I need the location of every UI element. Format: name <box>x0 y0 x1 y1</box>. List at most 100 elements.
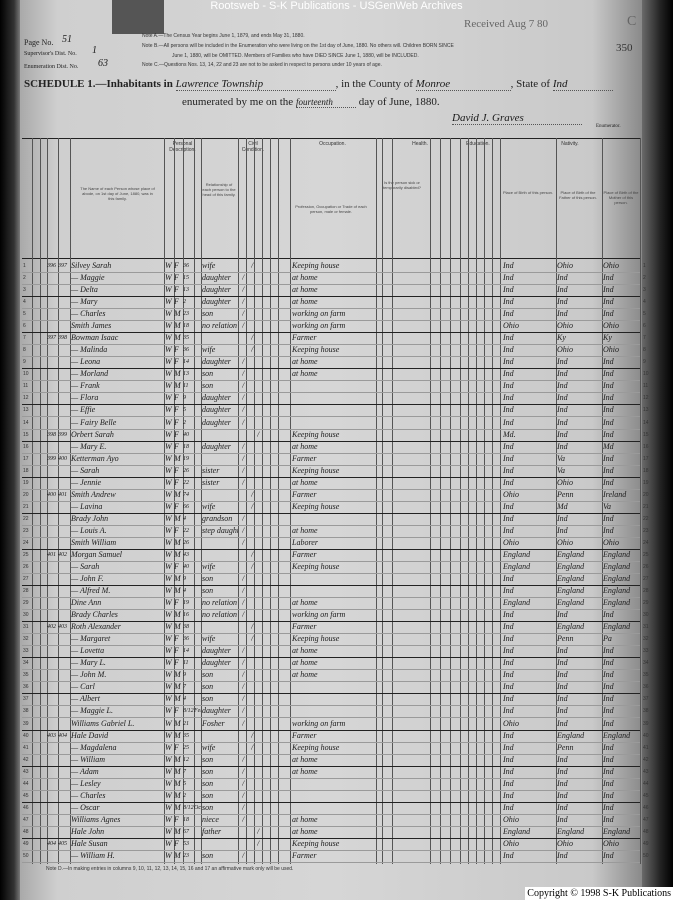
cell-dwelling: 399 <box>47 455 56 462</box>
cell-name: — Mary <box>71 297 98 307</box>
cell-mother: Ind <box>603 850 614 860</box>
cell-sex: M <box>174 790 181 800</box>
line-number-right: 45 <box>643 792 649 799</box>
line-number-right: 8 <box>643 347 646 354</box>
day-label: day of June, 1880. <box>358 96 440 108</box>
cell-family: 404 <box>58 732 67 739</box>
cell-father: Ind <box>557 441 568 451</box>
cell-occupation <box>292 417 376 429</box>
cell-name: — Magdalena <box>71 742 117 752</box>
line-number-right: 35 <box>643 672 649 679</box>
civil-condition-mark-single: / <box>242 357 245 367</box>
cell-birthplace: Ind <box>503 694 514 704</box>
cell-relation: daughter <box>202 405 231 415</box>
line-number-left: 25 <box>23 551 29 558</box>
cell-mother: Ind <box>603 790 614 800</box>
line-number-left: 15 <box>23 431 29 438</box>
cell-occupation: Keeping house <box>292 634 340 644</box>
cell-age: 2 <box>183 419 186 426</box>
cell-sex: M <box>174 369 181 379</box>
cell-father: England <box>557 549 585 559</box>
cell-occupation: Keeping house <box>292 562 340 571</box>
county-label: , in the County of <box>335 78 413 90</box>
cell-relation: wife <box>202 562 216 571</box>
cell-color: W <box>165 598 172 608</box>
cell-occupation: Keeping house <box>292 501 340 511</box>
cell-relation: son <box>202 694 214 704</box>
cell-sex: M <box>174 513 181 523</box>
line-number-left: 14 <box>23 419 29 426</box>
cell-sex: F <box>174 706 179 716</box>
cell-mother: Ind <box>603 285 614 295</box>
cell-age: 5 <box>183 780 186 787</box>
line-number-right: 24 <box>643 539 649 546</box>
cell-birthplace: Ind <box>503 513 514 523</box>
cell-age: 38 <box>183 624 189 631</box>
cell-name: — William H. <box>71 850 115 860</box>
cell-occupation <box>292 380 376 392</box>
cell-sex: M <box>174 766 181 776</box>
cell-birthplace: Ind <box>503 525 514 535</box>
cell-age: 4 <box>183 515 186 522</box>
cell-age: 22 <box>183 479 189 486</box>
cell-mother: England <box>603 562 631 571</box>
cell-relation: niece <box>202 814 219 824</box>
cell-age: 35 <box>183 335 189 342</box>
census-row: — Lavina W F 66 wife Keeping house Ind Md Va / <box>22 501 640 514</box>
cell-occupation <box>292 585 376 597</box>
line-number-left: 47 <box>23 816 29 823</box>
cell-age: 9 <box>183 672 186 679</box>
cell-relation: no relation <box>202 610 238 620</box>
cell-age: 5 <box>183 407 186 414</box>
cell-sex: F <box>174 417 179 427</box>
line-number-right: 13 <box>643 407 649 414</box>
census-row: — Sarah W F 26 sister Keeping house Ind Va Ind / <box>22 465 640 478</box>
line-number-left: 34 <box>23 660 29 667</box>
line-number-right: 2 <box>643 275 646 282</box>
cell-color: W <box>165 357 172 367</box>
civil-condition-mark-single: / <box>242 537 245 547</box>
cell-age: 26 <box>183 539 189 546</box>
cell-sex: F <box>174 261 179 270</box>
cell-father: Ind <box>557 297 568 307</box>
cell-name: — Flora <box>71 393 99 403</box>
line-number-left: 42 <box>23 756 29 763</box>
census-row: — Mary W F 2 daughter at home Ind Ind Ind / <box>22 296 640 310</box>
cell-relation: daughter <box>202 285 231 295</box>
cell-father: England <box>557 730 585 740</box>
census-row: — Margaret W F 36 wife Keeping house Ind Penn Pa… <box>22 633 640 647</box>
cell-relation: wife <box>202 742 216 752</box>
civil-condition-mark-single: / <box>242 477 245 487</box>
cell-sex: M <box>174 802 181 812</box>
cell-month: Feb <box>194 708 201 715</box>
cell-relation <box>202 537 238 549</box>
cell-name: — Mary E. <box>71 441 107 451</box>
census-row: — Effie W F 5 daughter Ind Ind Ind / <box>22 404 640 418</box>
cell-name: — Mary L. <box>71 658 106 668</box>
cell-occupation: Laborer <box>292 537 318 547</box>
cell-relation <box>202 549 238 561</box>
line-number-left: 50 <box>23 852 29 859</box>
header-relation: Relationship of each person to the head … <box>202 182 236 197</box>
supervisor-label: Supervisor's Dist. No. <box>24 51 77 57</box>
line-number-right: 15 <box>643 431 649 438</box>
table-top-rule <box>22 138 640 139</box>
note-a: Note A.—The Census Year begins June 1, 1… <box>142 33 305 39</box>
cell-birthplace: Ind <box>503 381 514 391</box>
cell-sex: F <box>174 357 179 367</box>
cell-color: W <box>165 309 172 319</box>
cell-age: 35 <box>183 732 189 739</box>
cell-sex: M <box>174 586 181 596</box>
line-number-right: 49 <box>643 840 649 847</box>
cell-family: 399 <box>58 431 67 438</box>
cell-occupation <box>292 693 376 705</box>
cell-mother: Ireland <box>603 489 627 499</box>
cell-dwelling: 397 <box>47 335 56 342</box>
cell-birthplace: Ind <box>503 706 514 716</box>
cell-father: Ind <box>557 718 568 728</box>
cell-mother: Ind <box>603 393 614 403</box>
cell-mother: Ind <box>603 646 614 656</box>
cell-color: W <box>165 586 172 596</box>
cell-father: Ind <box>557 670 568 680</box>
line-number-right: 34 <box>643 660 649 667</box>
